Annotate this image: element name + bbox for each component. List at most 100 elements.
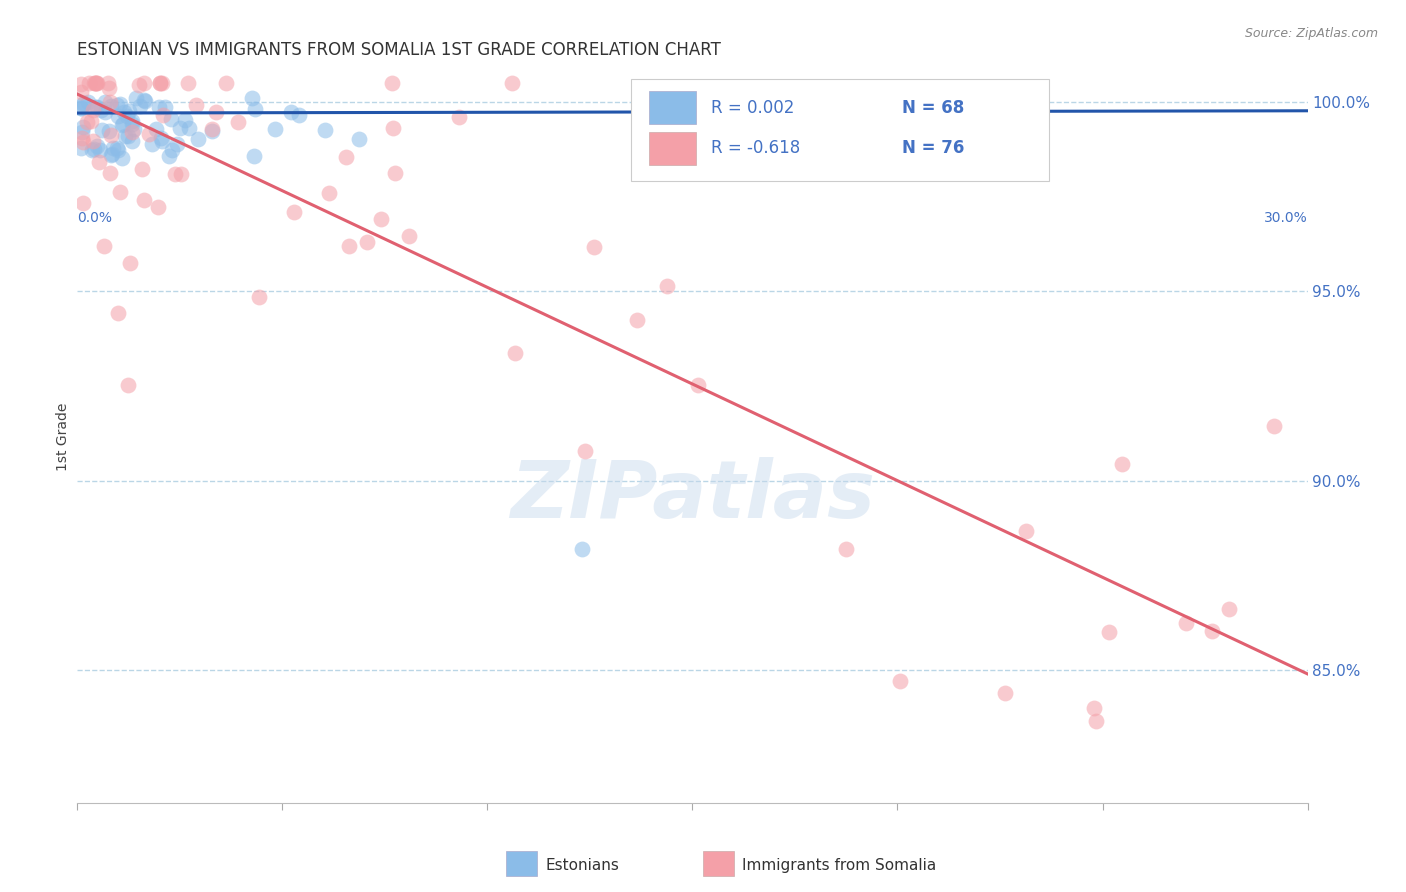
Point — [571, 541, 593, 556]
Point — [337, 239, 360, 253]
Point — [100, 128, 122, 143]
Point — [370, 211, 392, 226]
Point — [97, 76, 120, 90]
Point — [124, 121, 146, 136]
Point — [70, 102, 93, 116]
Point — [398, 228, 420, 243]
Point — [170, 167, 193, 181]
Point — [117, 129, 139, 144]
Point — [132, 93, 155, 107]
Point — [150, 134, 173, 148]
Point — [128, 78, 150, 92]
Point — [72, 96, 94, 111]
Point — [201, 122, 224, 136]
Text: ZIPatlas: ZIPatlas — [510, 457, 875, 534]
Point — [381, 76, 404, 90]
Point — [243, 149, 266, 163]
Point — [84, 76, 107, 90]
Point — [150, 76, 173, 90]
Point — [449, 111, 471, 125]
Point — [131, 161, 153, 176]
Point — [111, 117, 134, 131]
Point — [501, 76, 523, 90]
Bar — [650, 92, 696, 124]
Point — [347, 131, 370, 145]
Point — [503, 346, 526, 360]
Point — [91, 122, 114, 136]
Text: N = 76: N = 76 — [901, 139, 965, 157]
Point — [228, 115, 250, 129]
Point — [118, 103, 141, 118]
Point — [1174, 616, 1197, 631]
Point — [157, 149, 180, 163]
Point — [169, 120, 191, 135]
Point — [105, 98, 128, 112]
Text: R = 0.002: R = 0.002 — [711, 99, 794, 117]
Point — [84, 76, 107, 90]
Point — [993, 686, 1015, 700]
Point — [318, 186, 340, 200]
Point — [100, 148, 122, 162]
Point — [97, 81, 120, 95]
FancyBboxPatch shape — [631, 78, 1049, 181]
Point — [141, 137, 163, 152]
Point — [184, 97, 207, 112]
Point — [574, 443, 596, 458]
Point — [264, 121, 287, 136]
Point — [314, 123, 336, 137]
Point — [83, 76, 105, 90]
Point — [118, 256, 141, 270]
Point — [84, 76, 107, 90]
Point — [121, 125, 143, 139]
Point — [77, 95, 100, 109]
Point — [86, 138, 108, 153]
Point — [121, 114, 143, 128]
Point — [80, 114, 103, 128]
Point — [70, 86, 93, 100]
Point — [1098, 625, 1121, 640]
Point — [115, 109, 138, 123]
Point — [72, 125, 94, 139]
Point — [121, 117, 143, 131]
Point — [98, 95, 121, 110]
Point — [108, 185, 131, 199]
Point — [100, 99, 122, 113]
Point — [280, 105, 302, 120]
Point — [105, 140, 128, 154]
Point — [384, 166, 406, 180]
Point — [205, 104, 228, 119]
Point — [201, 124, 224, 138]
Point — [77, 76, 100, 90]
Point — [72, 120, 94, 135]
Point — [356, 235, 378, 250]
Point — [111, 151, 134, 165]
Point — [134, 76, 156, 90]
Text: Source: ZipAtlas.com: Source: ZipAtlas.com — [1244, 27, 1378, 40]
Point — [70, 141, 93, 155]
Point — [82, 103, 104, 117]
Point — [100, 147, 122, 161]
Point — [382, 121, 405, 136]
Point — [107, 306, 129, 320]
Point — [243, 102, 266, 116]
Text: ESTONIAN VS IMMIGRANTS FROM SOMALIA 1ST GRADE CORRELATION CHART: ESTONIAN VS IMMIGRANTS FROM SOMALIA 1ST … — [77, 41, 721, 59]
Point — [134, 95, 156, 109]
Point — [152, 107, 174, 121]
Point — [148, 201, 170, 215]
Point — [84, 100, 107, 114]
Point — [145, 121, 167, 136]
Point — [174, 112, 197, 127]
Point — [107, 143, 129, 157]
Point — [114, 128, 136, 143]
Point — [70, 131, 93, 145]
Point — [98, 124, 121, 138]
Point — [80, 143, 103, 157]
Point — [583, 240, 606, 254]
Point — [335, 150, 357, 164]
Point — [76, 115, 98, 129]
Point — [1218, 601, 1240, 615]
Point — [160, 143, 183, 157]
Point — [1015, 524, 1038, 539]
Point — [686, 377, 709, 392]
Point — [94, 104, 117, 119]
